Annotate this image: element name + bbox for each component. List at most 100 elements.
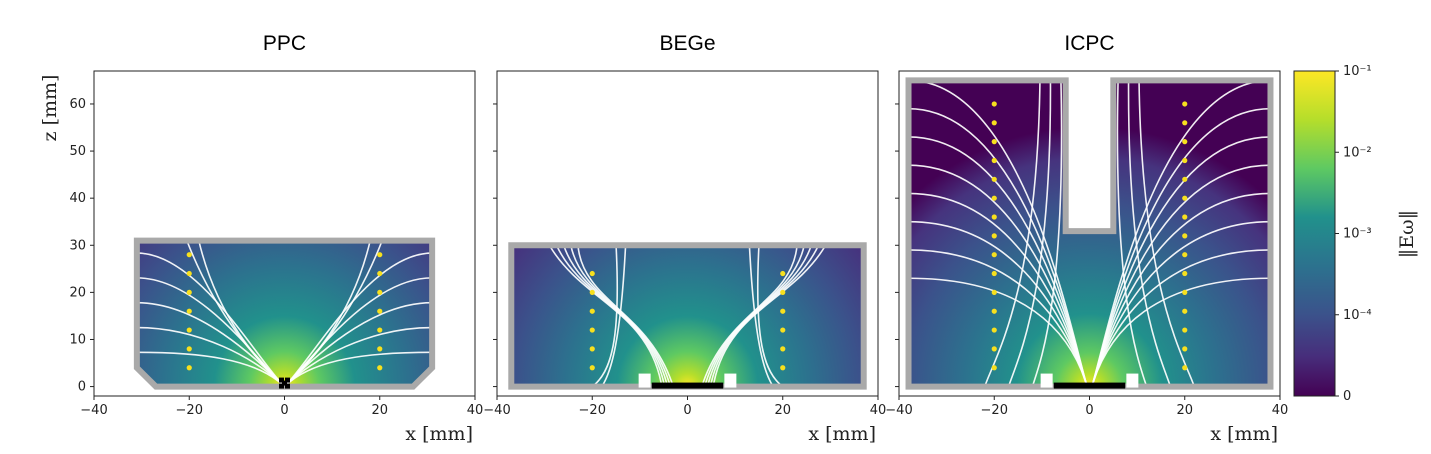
y-tick-label: 10 (69, 332, 86, 347)
colorbar-tick-label: 0 (1343, 389, 1351, 404)
colorbar-tick-label: 10⁻¹ (1343, 64, 1372, 79)
sample-points (991, 101, 1188, 371)
sample-point (991, 270, 997, 277)
sample-point (780, 365, 786, 371)
x-tick-label: −20 (579, 403, 606, 418)
sample-point (377, 327, 383, 333)
x-tick-label: −40 (885, 403, 912, 418)
sample-point (991, 346, 997, 352)
sample-point (589, 270, 595, 277)
colorbar-label: ‖Eω‖ (1396, 210, 1418, 258)
sample-point (991, 289, 997, 295)
x-tick-label: 0 (280, 403, 288, 418)
field-heatmap (511, 245, 864, 387)
sample-point (991, 195, 997, 201)
x-tick-label: 40 (1272, 403, 1289, 418)
sample-point (589, 346, 595, 352)
y-axis (895, 103, 899, 388)
panel-title: PPC (263, 32, 306, 55)
y-tick-label: 30 (69, 238, 86, 253)
sample-point (377, 346, 383, 352)
x-axis: −40 −20 0 20 40 (885, 396, 1288, 418)
sample-point (1182, 327, 1188, 333)
sample-point (589, 327, 595, 333)
panel-title: ICPC (1064, 32, 1114, 55)
x-tick-label: 20 (371, 403, 388, 418)
point-contact (638, 373, 737, 389)
sample-point (377, 308, 383, 314)
sample-point (780, 327, 786, 333)
sample-point (991, 233, 997, 239)
field-heatmap (136, 240, 433, 387)
y-tick-label: 20 (69, 285, 86, 300)
sample-point (589, 289, 595, 295)
sample-point (1182, 195, 1188, 201)
panel-title: BEGe (659, 32, 715, 55)
sample-point (1182, 233, 1188, 239)
detector-outline (905, 77, 1274, 390)
sample-point (1182, 308, 1188, 314)
colorbar-tick-label: 10⁻² (1343, 145, 1372, 160)
colorbar: 10⁻¹ 10⁻² 10⁻³ 10⁻⁴ 0 ‖Eω‖ (1293, 64, 1418, 404)
y-tick-label: 40 (69, 191, 86, 206)
sample-point (1182, 270, 1188, 277)
y-tick-label: 60 (69, 97, 86, 112)
sample-point (377, 365, 383, 371)
sample-point (1182, 157, 1188, 164)
sample-point (780, 289, 786, 295)
x-tick-label: −40 (483, 403, 510, 418)
detector-outline (508, 242, 867, 390)
x-tick-label: −20 (176, 403, 203, 418)
sample-point (589, 365, 595, 371)
colorbar-gradient (1293, 70, 1336, 397)
sample-point (1182, 289, 1188, 295)
sample-point (780, 308, 786, 314)
sample-point (991, 176, 997, 182)
sample-point (377, 289, 383, 295)
x-axis: −40 −20 0 20 40 (483, 396, 886, 418)
sample-point (780, 270, 786, 277)
sample-point (991, 252, 997, 258)
sample-point (1182, 214, 1188, 220)
sample-point (991, 214, 997, 220)
sample-point (186, 327, 192, 333)
sample-point (991, 139, 997, 145)
sample-point (991, 120, 997, 126)
colorbar-tick-label: 10⁻⁴ (1343, 308, 1372, 323)
field-lines (908, 80, 1271, 387)
x-axis-label: x [mm] (405, 423, 473, 445)
sample-point (377, 270, 383, 277)
sample-point (1182, 101, 1188, 107)
panel-ppc: PPC −40 −20 0 20 40 x [mm] 0 10 20 30 40 50 60 (69, 32, 483, 445)
sample-points (589, 270, 786, 371)
sample-point (1182, 346, 1188, 352)
point-contact (1040, 373, 1139, 389)
x-tick-label: −20 (981, 403, 1008, 418)
x-tick-label: 40 (870, 403, 887, 418)
sample-point (589, 308, 595, 314)
sample-point (186, 289, 192, 295)
x-axis-label: x [mm] (1210, 423, 1278, 445)
sample-point (991, 365, 997, 371)
sample-point (780, 346, 786, 352)
sample-point (991, 157, 997, 164)
colorbar-tick-label: 10⁻³ (1343, 227, 1372, 242)
panel-icpc: ICPC −40 −20 0 20 40 x [mm] (885, 32, 1288, 445)
sample-points (186, 252, 383, 371)
field-lines (548, 245, 827, 387)
sample-point (991, 308, 997, 314)
sample-point (1182, 252, 1188, 258)
sample-point (1182, 176, 1188, 182)
x-axis-label: x [mm] (808, 423, 876, 445)
y-axis (493, 103, 497, 388)
sample-point (1182, 365, 1188, 371)
sample-point (186, 308, 192, 314)
x-tick-label: 0 (1085, 403, 1093, 418)
sample-point (186, 252, 192, 258)
y-axis-label: z [mm] (39, 75, 61, 142)
y-tick-label: 50 (69, 144, 86, 159)
field-lines (136, 240, 433, 387)
sample-point (1182, 139, 1188, 145)
y-tick-label: 0 (78, 380, 86, 395)
